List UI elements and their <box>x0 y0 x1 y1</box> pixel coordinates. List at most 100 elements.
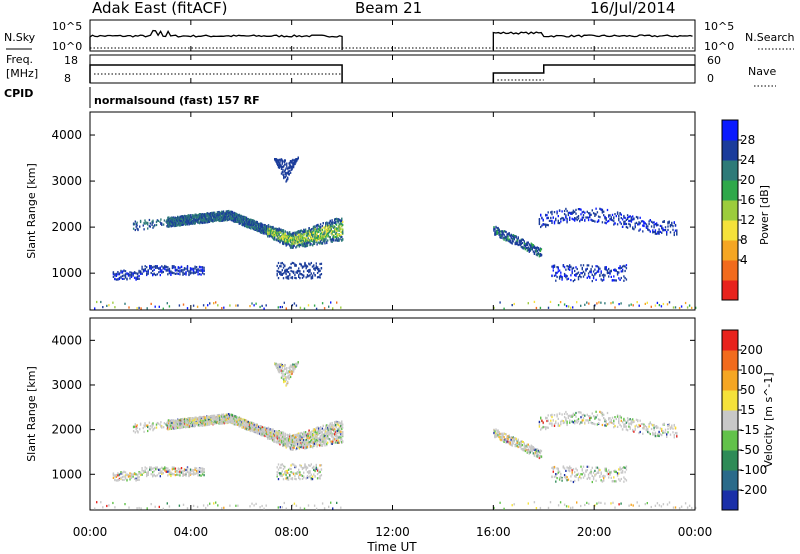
power-cell <box>288 165 290 168</box>
power-cell <box>207 220 209 223</box>
power-cell <box>312 234 314 237</box>
velocity-cell <box>242 425 244 428</box>
power-cell <box>225 212 227 216</box>
power-cell <box>676 232 678 236</box>
power-cell <box>574 269 576 273</box>
power-cell <box>271 236 273 239</box>
power-cell <box>237 217 240 220</box>
velocity-cell <box>179 422 181 425</box>
power-cell <box>237 218 240 221</box>
power-cell <box>314 274 316 277</box>
power-cell <box>282 272 285 275</box>
power-cell <box>502 236 504 239</box>
power-cell <box>282 242 285 246</box>
velocity-cell <box>273 433 275 436</box>
velocity-cell <box>214 416 216 419</box>
power-cell <box>203 221 205 224</box>
power-cell <box>143 221 145 225</box>
power-cell <box>315 266 317 269</box>
power-cell <box>603 214 605 217</box>
power-cell <box>521 241 523 245</box>
velocity-cell <box>279 443 281 446</box>
power-cell <box>274 229 277 232</box>
power-cell <box>278 233 280 236</box>
power-cell <box>222 212 224 215</box>
velocity-cell <box>156 421 159 425</box>
power-cell <box>207 221 209 224</box>
velocity-cell <box>229 417 232 420</box>
velocity-cell <box>244 422 247 425</box>
power-cell <box>259 230 262 234</box>
power-cell <box>240 215 242 218</box>
power-cell <box>270 229 272 232</box>
power-cell <box>498 233 500 236</box>
power-cell <box>208 220 211 223</box>
power-cell <box>209 214 211 217</box>
power-cell <box>303 265 305 268</box>
velocity-cell <box>168 419 170 422</box>
velocity-cell <box>249 421 251 424</box>
power-cell <box>299 306 302 309</box>
power-cell <box>257 226 259 230</box>
velocity-cell <box>233 419 235 422</box>
power-cell <box>224 215 226 218</box>
power-cell <box>272 235 274 238</box>
power-cell <box>504 230 506 233</box>
velocity-cell <box>143 424 145 427</box>
velocity-cell <box>213 416 215 419</box>
power-cell <box>207 213 210 216</box>
power-cell <box>537 248 540 251</box>
velocity-cell <box>273 440 275 443</box>
power-cell <box>150 265 152 268</box>
power-cell <box>200 217 203 220</box>
power-cell <box>292 161 294 164</box>
power-cell <box>207 212 209 215</box>
power-cell <box>227 210 229 213</box>
power-cell <box>574 278 576 281</box>
power-cell <box>302 231 304 234</box>
power-cell <box>315 230 317 233</box>
power-cell <box>339 219 341 222</box>
power-cell <box>652 229 654 232</box>
power-cell <box>195 266 198 269</box>
power-cell <box>569 211 571 214</box>
power-cell <box>169 217 172 220</box>
velocity-cell <box>206 423 208 426</box>
power-cell <box>539 247 542 250</box>
power-cell <box>315 233 317 237</box>
power-cell <box>658 232 660 235</box>
velocity-cell <box>269 433 271 436</box>
power-cell <box>304 242 306 245</box>
power-cell <box>281 273 283 276</box>
power-cell <box>173 272 175 275</box>
velocity-cell <box>259 427 262 430</box>
power-cell <box>201 213 204 216</box>
power-cell <box>230 212 233 215</box>
power-cell <box>188 221 190 224</box>
velocity-cell <box>199 421 202 424</box>
velocity-cell <box>191 423 193 427</box>
power-cell <box>226 215 228 219</box>
power-cell <box>240 220 242 224</box>
velocity-cell <box>244 427 246 430</box>
power-cell <box>194 213 196 216</box>
power-cell <box>273 228 275 231</box>
velocity-cell <box>173 424 175 427</box>
power-cell <box>144 268 146 271</box>
power-cell <box>161 265 163 268</box>
power-cell <box>182 219 184 222</box>
power-cell <box>579 220 581 223</box>
power-cell <box>147 221 149 224</box>
power-cell <box>494 232 496 235</box>
power-cell <box>235 212 237 215</box>
power-cell <box>260 224 263 227</box>
power-cell <box>558 222 561 225</box>
power-cell <box>310 272 312 275</box>
power-cell <box>591 265 593 268</box>
power-cell <box>304 238 307 241</box>
power-cell <box>539 306 542 309</box>
power-cell <box>243 218 245 221</box>
power-cell <box>268 232 271 235</box>
power-cell <box>523 244 525 247</box>
power-cell <box>523 240 525 243</box>
